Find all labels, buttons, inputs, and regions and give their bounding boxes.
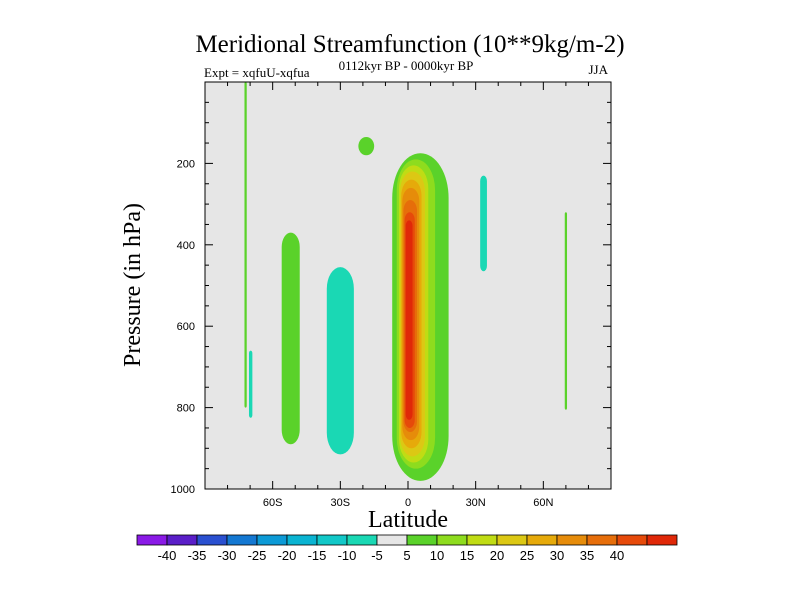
colorbar-label: -25 — [248, 548, 267, 563]
colorbar-label: -30 — [218, 548, 237, 563]
x-tick-label: 60S — [263, 497, 283, 509]
contour-fill-layer — [244, 82, 568, 481]
colorbar-box — [166, 534, 198, 546]
colorbar-label: 40 — [610, 548, 624, 563]
x-tick-label: 0 — [405, 497, 411, 509]
y-tick-label: 400 — [177, 240, 195, 252]
sh-polar-thin-cell-5 — [244, 82, 247, 408]
colorbar-label: 5 — [403, 548, 410, 563]
colorbar-box — [436, 534, 468, 546]
x-axis-label: Latitude — [368, 507, 448, 533]
colorbar-label: 20 — [490, 548, 504, 563]
x-tick-label: 30N — [466, 497, 486, 509]
center-string: 0112kyr BP - 0000kyr BP — [339, 58, 474, 73]
colorbar-label: 30 — [550, 548, 564, 563]
colorbar-box — [286, 534, 318, 546]
colorbar-label: 10 — [430, 548, 444, 563]
chart-title: Meridional Streamfunction (10**9kg/m-2) — [195, 31, 624, 58]
colorbar-box — [196, 534, 228, 546]
sh-polar-small-cell-minus5 — [248, 350, 253, 418]
y-tick-label: 600 — [177, 321, 195, 333]
colorbar-box — [526, 534, 558, 546]
right-string: JJA — [588, 62, 608, 77]
colorbar-box — [586, 534, 618, 546]
colorbar-label: -20 — [278, 548, 297, 563]
colorbar-box — [256, 534, 288, 546]
colorbar-box — [466, 534, 498, 546]
y-axis-label: Pressure (in hPa) — [120, 203, 146, 367]
colorbar-box — [556, 534, 588, 546]
x-tick-label: 60N — [533, 497, 553, 509]
colorbar-label: 15 — [460, 548, 474, 563]
colorbar-label: -15 — [308, 548, 327, 563]
colorbar-box — [376, 534, 408, 546]
colorbar-label: -5 — [371, 548, 383, 563]
colorbar-label: -35 — [188, 548, 207, 563]
nh-polar-thin-cell-5 — [564, 212, 568, 410]
colorbar: -40 -35 -30 -25 -20 -15 -10 -5 5 10 15 20 25 30 35 40 — [136, 534, 678, 563]
upper-small-cell-5 — [358, 136, 375, 156]
colorbar-box — [406, 534, 438, 546]
colorbar-box — [616, 534, 648, 546]
colorbar-box — [346, 534, 378, 546]
colorbar-box — [316, 534, 348, 546]
y-tick-label: 200 — [177, 158, 195, 170]
plot-frame — [204, 81, 612, 490]
axis-ticks: 60S 30S 0 30N 60N 200 400 600 800 1000 — [171, 82, 611, 509]
nh-subtrop-cell-minus5 — [480, 175, 487, 272]
colorbar-label: -10 — [338, 548, 357, 563]
sh-ferrel-cell-minus5 — [326, 267, 354, 455]
colorbar-label: 25 — [520, 548, 534, 563]
colorbar-label: -40 — [158, 548, 177, 563]
y-tick-label: 800 — [177, 403, 195, 415]
colorbar-box — [226, 534, 258, 546]
x-tick-label: 30S — [331, 497, 351, 509]
colorbar-box — [646, 534, 678, 546]
left-string: Expt = xqfuU-xqfua — [204, 65, 310, 80]
sh-midlat-cell-5 — [281, 232, 300, 445]
y-tick-label: 1000 — [171, 484, 195, 496]
colorbar-label: 35 — [580, 548, 594, 563]
main-cell-level-45 — [405, 220, 413, 420]
colorbar-box — [136, 534, 168, 546]
colorbar-box — [496, 534, 528, 546]
